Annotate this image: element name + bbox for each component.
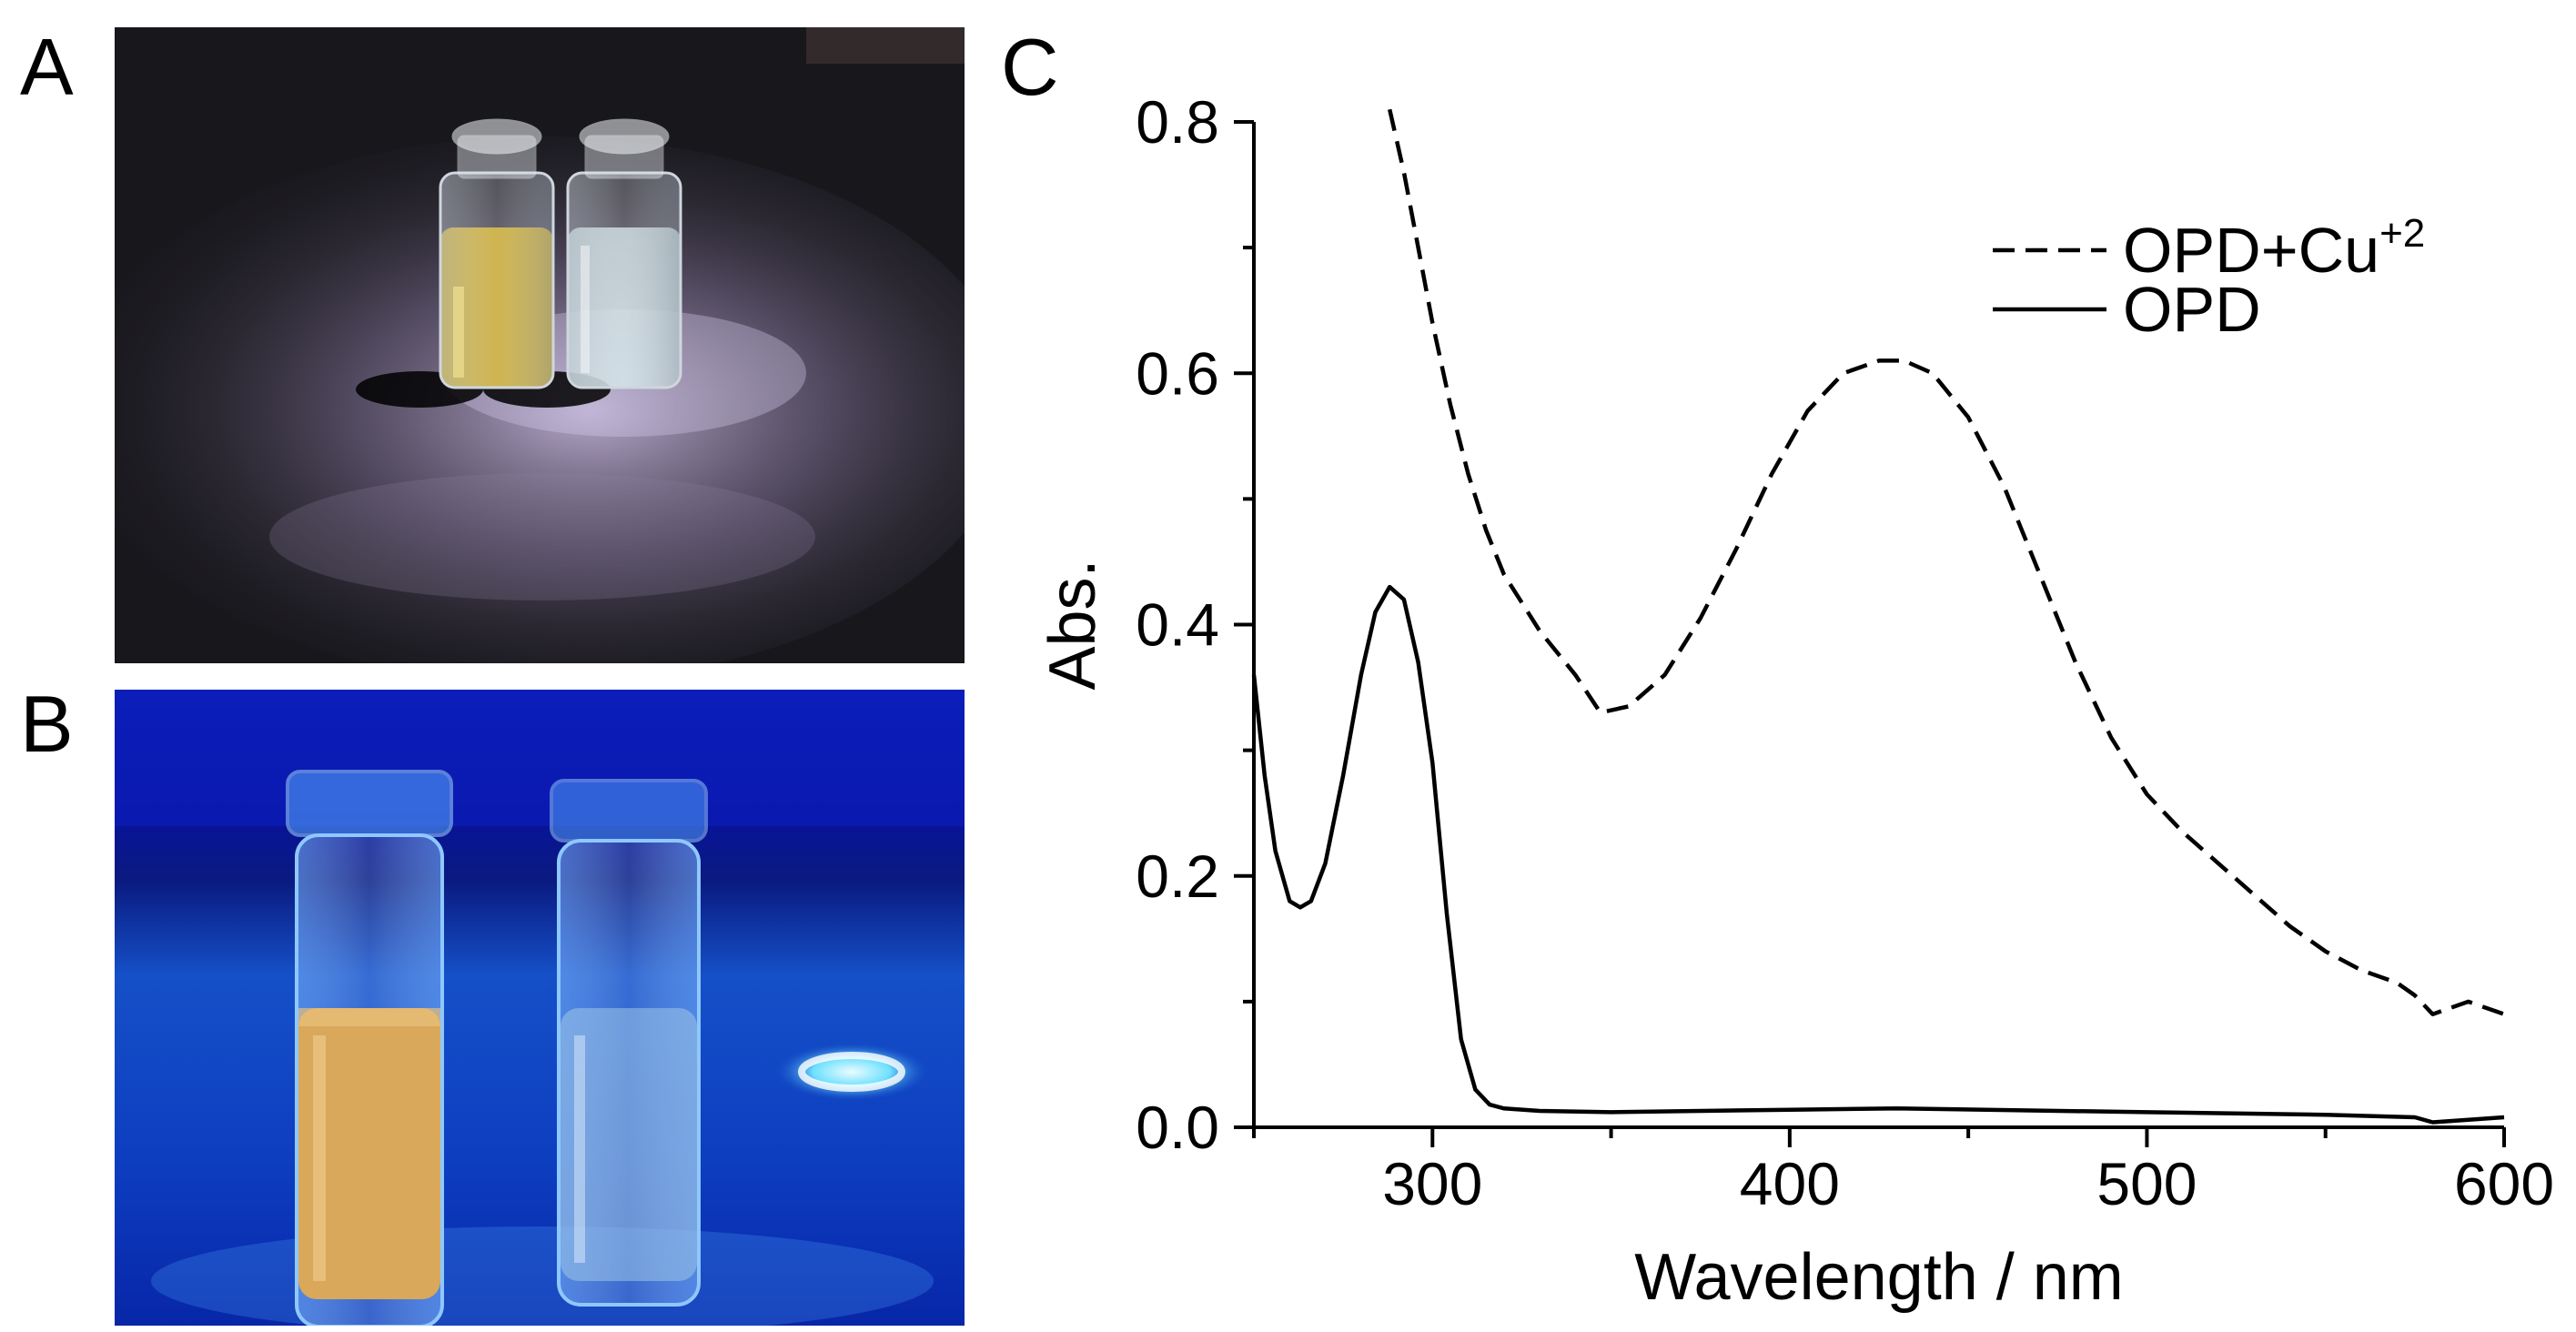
- y-tick-label: 0.8: [1136, 88, 1219, 156]
- y-tick-label: 0.2: [1136, 843, 1219, 910]
- absorbance-chart: 300 400 500 600 0.0 0.2 0.4 0.6 0.8 Wavelength / …: [1036, 88, 2554, 1314]
- x-tick-label: 500: [2096, 1150, 2197, 1217]
- vials-white-light-icon: [115, 27, 965, 663]
- legend-superscript: +2: [2379, 211, 2425, 256]
- clear-vial-uv-icon: [550, 779, 708, 1307]
- photo-vials-white-light: [115, 27, 965, 663]
- yellow-vial-icon: [439, 118, 555, 389]
- x-tick-label: 400: [1740, 1150, 1840, 1217]
- vials-uv-light-icon: [115, 690, 965, 1326]
- y-tick-label: 0.0: [1136, 1094, 1219, 1161]
- legend-label: OPD: [2123, 274, 2261, 345]
- series-line-opd-cu: [1388, 108, 2505, 1016]
- fluorescent-vial-icon: [286, 770, 453, 1326]
- clear-vial-icon: [566, 118, 682, 389]
- y-tick-label: 0.4: [1136, 591, 1219, 659]
- panel-label-c: C: [1001, 22, 1059, 112]
- panel-label-a: A: [20, 22, 74, 112]
- x-tick-label: 300: [1382, 1150, 1482, 1217]
- y-axis-title: Abs.: [1036, 559, 1109, 690]
- photo-vials-uv-light: [115, 690, 965, 1326]
- legend-label: OPD+Cu+2: [2123, 211, 2425, 286]
- x-tick-label: 600: [2454, 1150, 2554, 1217]
- y-tick-label: 0.6: [1136, 339, 1219, 407]
- panel-label-b: B: [20, 679, 74, 769]
- series-line-opd: [1251, 584, 2505, 1125]
- x-axis-title: Wavelength / nm: [1634, 1241, 2124, 1314]
